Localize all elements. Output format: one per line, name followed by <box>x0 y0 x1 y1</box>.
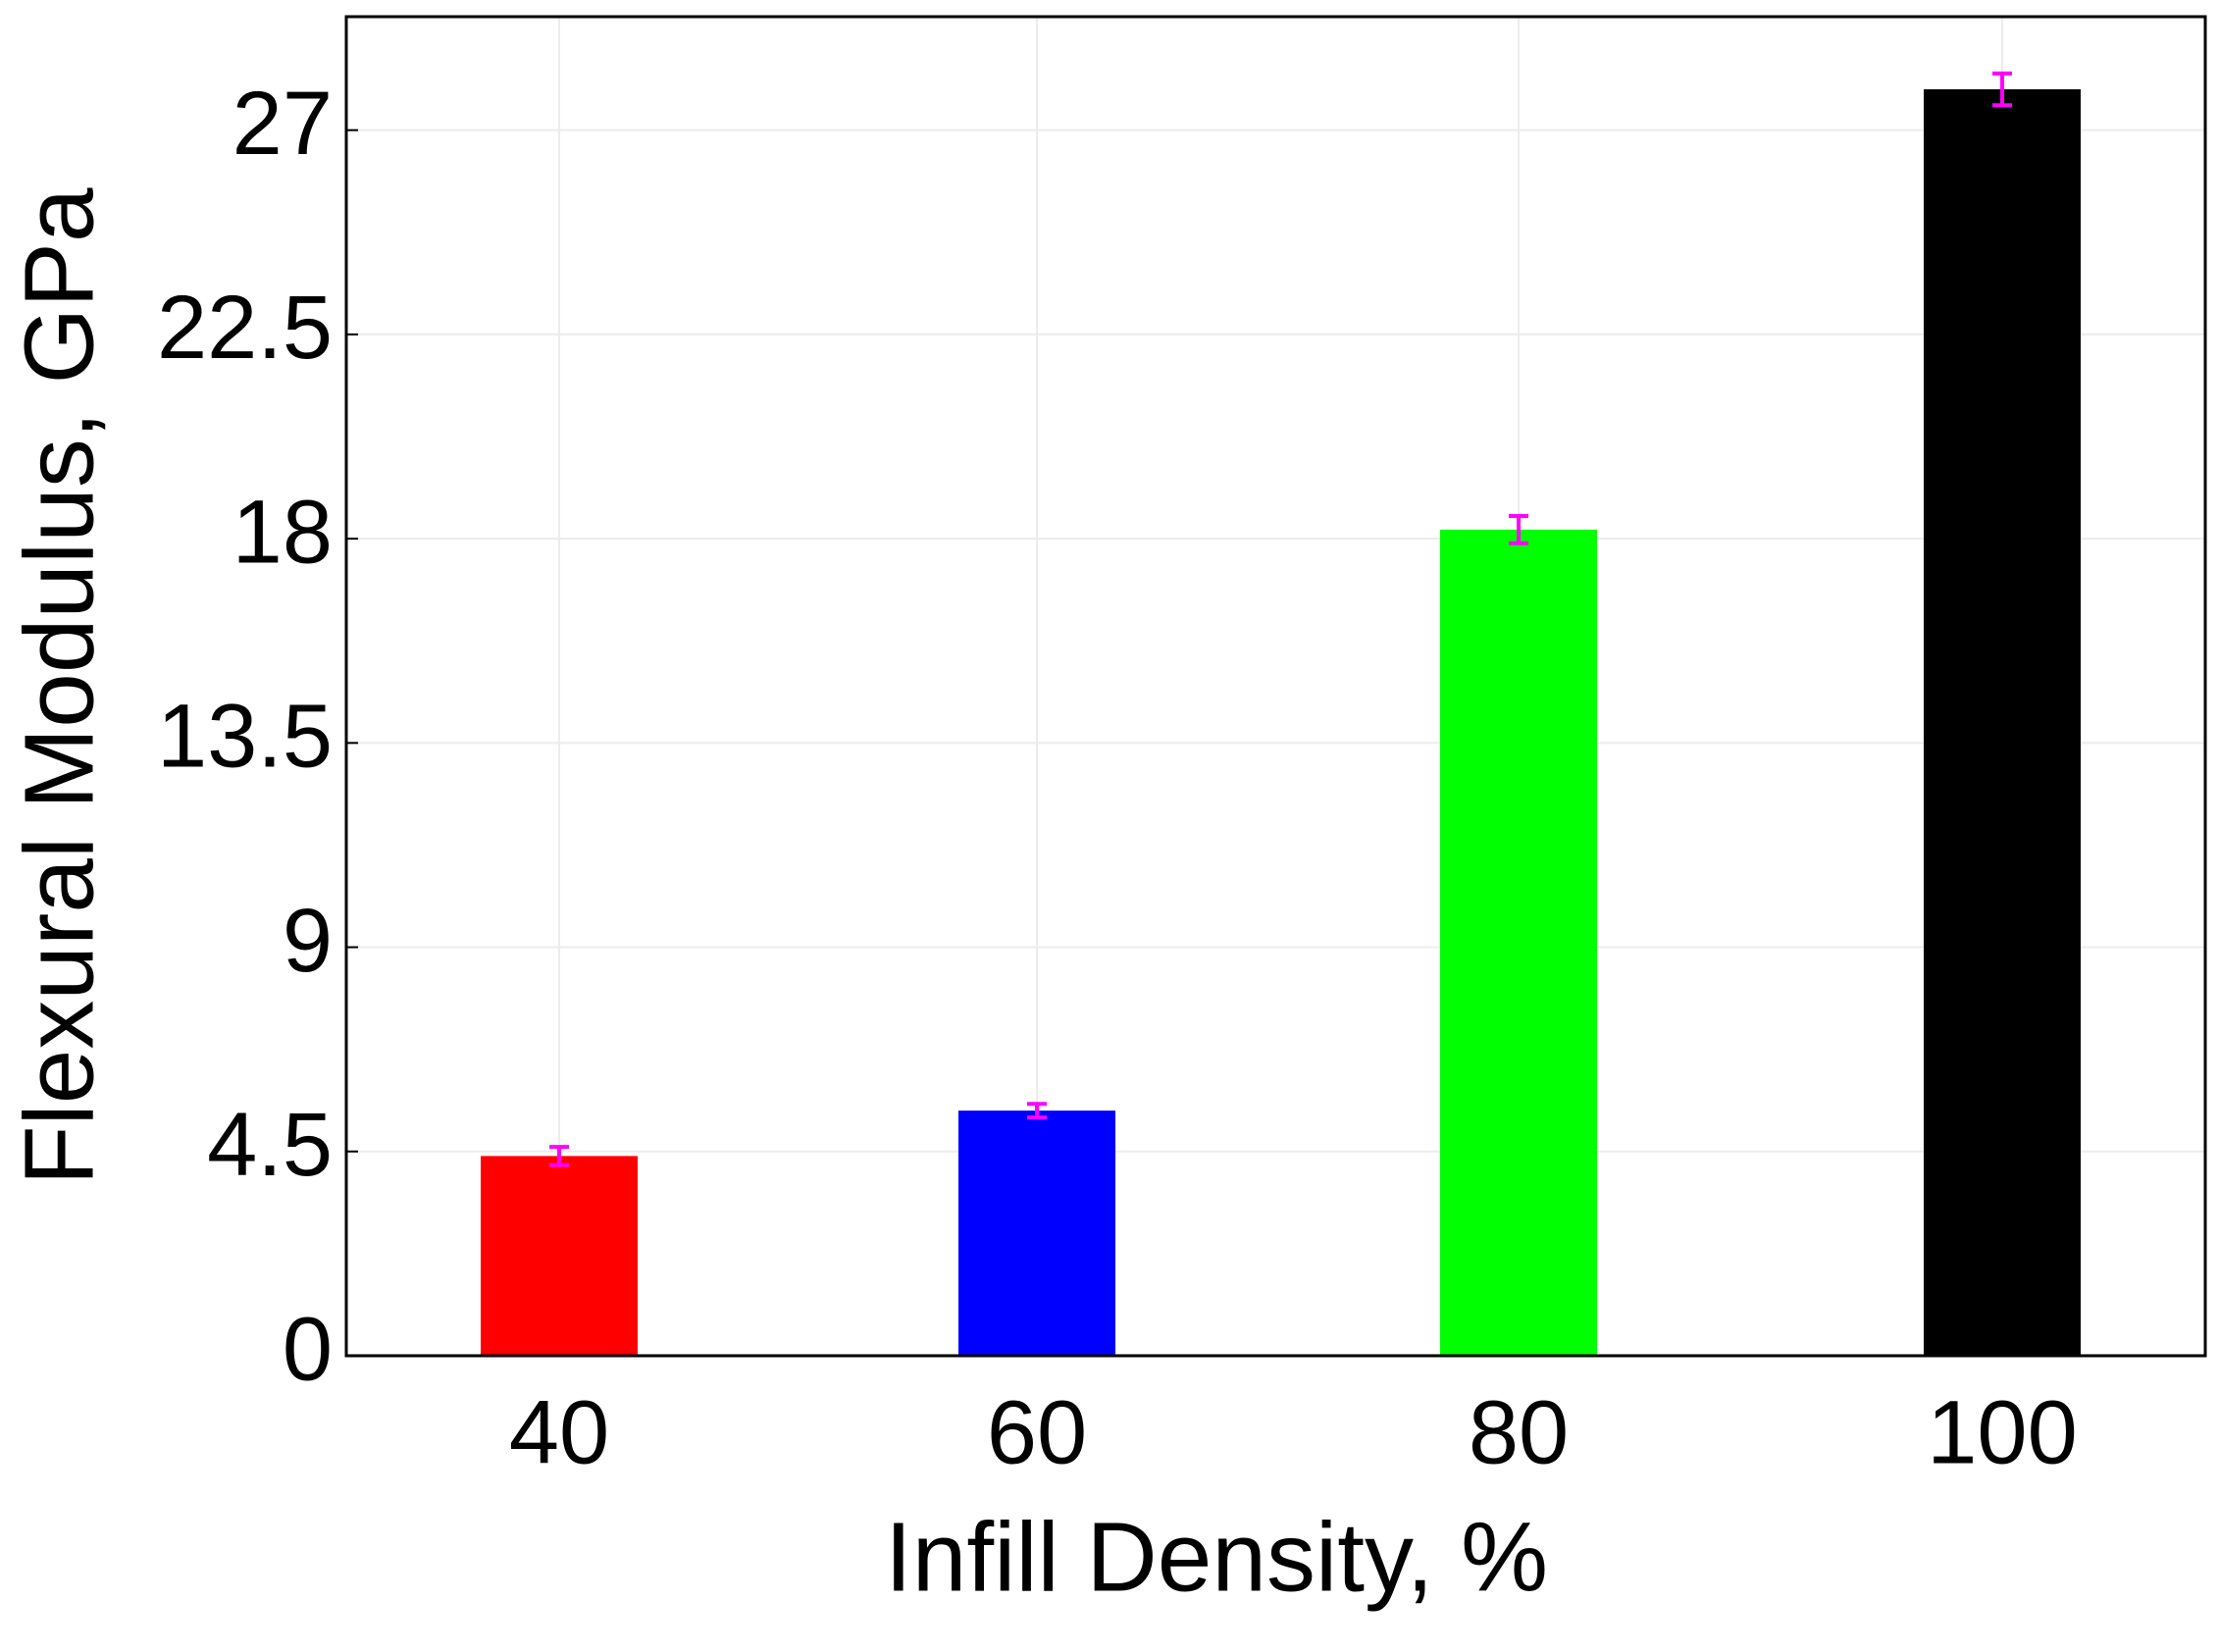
error-bar <box>1027 1102 1047 1120</box>
x-tick-label: 40 <box>509 1382 609 1482</box>
x-axis-title: Infill Density, % <box>885 1502 1548 1612</box>
bar <box>1924 89 2081 1356</box>
error-bar <box>549 1145 569 1167</box>
plot-frame <box>344 15 2207 1358</box>
y-tick-label: 27 <box>232 74 333 174</box>
x-tick-label: 80 <box>1469 1382 1569 1482</box>
bar <box>1440 529 1597 1356</box>
x-tick-label: 100 <box>1927 1382 2078 1482</box>
y-tick-label: 22.5 <box>157 278 333 378</box>
error-bar <box>1992 71 2012 108</box>
y-tick-label: 9 <box>283 891 333 991</box>
bar <box>481 1156 638 1356</box>
error-bar <box>1509 513 1528 545</box>
bar <box>958 1110 1115 1356</box>
y-tick-label: 0 <box>283 1299 333 1399</box>
y-tick-label: 4.5 <box>207 1095 333 1195</box>
y-tick-label: 18 <box>232 482 333 582</box>
x-tick-label: 60 <box>987 1382 1087 1482</box>
y-axis-title: Flexural Modulus, GPa <box>4 187 114 1185</box>
y-tick-label: 13.5 <box>157 687 333 787</box>
